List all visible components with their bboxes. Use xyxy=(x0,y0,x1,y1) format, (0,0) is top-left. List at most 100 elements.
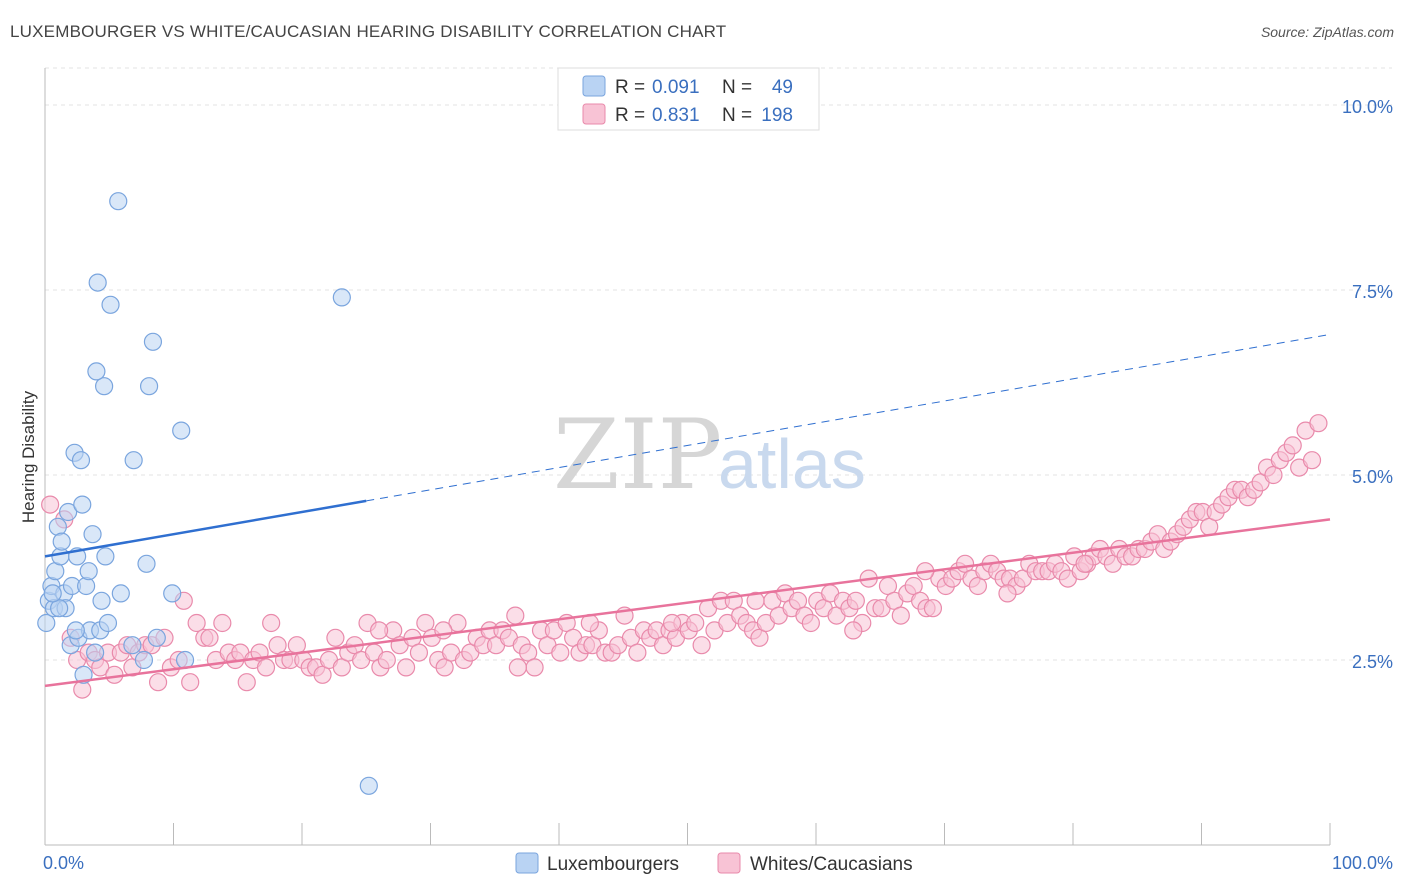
legend-r-value-2: 0.831 xyxy=(652,105,700,126)
scatter-point xyxy=(52,532,71,551)
scatter-point xyxy=(187,613,206,633)
watermark-atlas: atlas xyxy=(718,425,866,503)
y-tick-label: 5.0% xyxy=(1352,467,1393,487)
legend-r-value-1: 0.091 xyxy=(652,77,700,98)
legend-r-label-1: R = xyxy=(615,77,645,98)
scatter-point xyxy=(213,613,232,633)
scatter-point xyxy=(137,554,156,573)
scatter-point xyxy=(746,591,765,610)
scatter-point xyxy=(147,628,166,647)
y-tick-labels: 2.5% 5.0% 7.5% 10.0% xyxy=(1342,97,1393,672)
scatter-point xyxy=(396,658,416,677)
legend-top: R = 0.091 N = 49 R = 0.831 N = 198 xyxy=(557,67,820,131)
scatter-point xyxy=(377,650,396,670)
grid-lines xyxy=(45,67,1392,661)
scatter-point xyxy=(844,621,863,640)
trend-line-luxembourgers-extension xyxy=(366,333,1331,502)
scatter-point xyxy=(200,628,219,647)
scatter-point xyxy=(163,584,182,603)
scatter-point xyxy=(1302,451,1322,470)
source-label: Source: ZipAtlas.com xyxy=(1260,24,1394,40)
y-tick-label: 2.5% xyxy=(1352,652,1393,672)
scatter-point xyxy=(124,451,143,470)
scatter-point xyxy=(181,673,200,692)
scatter-point xyxy=(506,606,525,625)
legend-n-value-1: 49 xyxy=(772,77,793,98)
y-axis-title: Hearing Disability xyxy=(19,390,38,523)
legend-bottom-label-luxembourgers: Luxembourgers xyxy=(547,854,679,875)
trend-line-luxembourgers xyxy=(44,499,367,558)
scatter-point xyxy=(83,525,102,544)
scatter-point xyxy=(123,636,142,655)
watermark-zip: ZIP xyxy=(553,399,722,511)
scatter-point xyxy=(262,613,281,633)
scatter-point xyxy=(1075,554,1094,573)
trend-lines xyxy=(44,333,1331,688)
scatter-point xyxy=(1309,414,1328,433)
scatter-point xyxy=(326,628,345,647)
scatter-point xyxy=(139,377,159,396)
scatter-point xyxy=(923,599,943,618)
scatter-point xyxy=(143,332,163,351)
scatter-point xyxy=(237,673,256,692)
scatter-point xyxy=(508,658,527,677)
scatter-point xyxy=(77,576,96,596)
scatter-point xyxy=(37,613,56,633)
scatter-point xyxy=(801,613,820,633)
scatter-point xyxy=(79,562,98,581)
scatter-point xyxy=(92,591,111,610)
scatter-point xyxy=(88,273,107,292)
scatter-point xyxy=(109,192,128,211)
legend-r-label-2: R = xyxy=(615,105,645,126)
scatter-point xyxy=(95,377,114,396)
scatter-point xyxy=(628,643,647,662)
legend-bottom-label-whites: Whites/Caucasians xyxy=(750,854,913,875)
scatter-point xyxy=(525,658,544,677)
legend-n-value-2: 198 xyxy=(761,105,793,126)
scatter-point xyxy=(256,658,276,677)
y-tick-label: 7.5% xyxy=(1352,282,1393,302)
chart-title: LUXEMBOURGER VS WHITE/CAUCASIAN HEARING … xyxy=(10,22,727,41)
scatter-point xyxy=(172,421,191,440)
scatter-point xyxy=(998,584,1017,603)
scatter-point xyxy=(96,547,115,566)
legend-bottom-swatch-pink xyxy=(717,852,741,874)
scatter-point xyxy=(59,502,78,522)
x-ticks xyxy=(44,823,1331,845)
legend-n-label-2: N = xyxy=(722,105,752,126)
legend-swatch-pink xyxy=(582,103,606,125)
x-tick-label-max: 100.0% xyxy=(1332,853,1393,873)
series-whites-caucasians xyxy=(41,414,1328,699)
scatter-point xyxy=(370,621,389,640)
scatter-point xyxy=(105,665,124,684)
series-luxembourgers xyxy=(37,192,378,795)
watermark: ZIP atlas xyxy=(553,399,866,511)
scatter-point xyxy=(662,613,682,633)
legend-bottom-swatch-blue xyxy=(515,852,539,874)
scatter-point xyxy=(409,643,429,662)
scatter-point xyxy=(111,584,130,603)
scatter-point xyxy=(891,606,910,625)
scatter-point xyxy=(332,288,351,307)
scatter-point xyxy=(846,591,865,610)
scatter-point xyxy=(98,613,118,633)
scatter-point xyxy=(71,451,91,470)
scatter-point xyxy=(86,643,105,662)
scatter-point xyxy=(359,776,378,795)
scatter-point xyxy=(1283,436,1302,455)
scatter-point xyxy=(87,362,106,381)
x-tick-label-min: 0.0% xyxy=(43,853,84,873)
scatter-point xyxy=(41,495,60,514)
y-tick-label: 10.0% xyxy=(1342,97,1393,117)
legend-swatch-blue xyxy=(582,75,606,97)
trend-line-whites-caucasians xyxy=(44,518,1331,688)
scatter-point xyxy=(692,636,711,655)
scatter-point xyxy=(134,650,154,670)
scatter-point xyxy=(434,621,453,640)
scatter-point xyxy=(101,295,120,314)
legend-n-label-1: N = xyxy=(722,77,752,98)
legend-bottom: Luxembourgers Whites/Caucasians xyxy=(515,852,913,875)
scatter-point xyxy=(74,665,93,684)
scatter-point xyxy=(148,673,168,692)
